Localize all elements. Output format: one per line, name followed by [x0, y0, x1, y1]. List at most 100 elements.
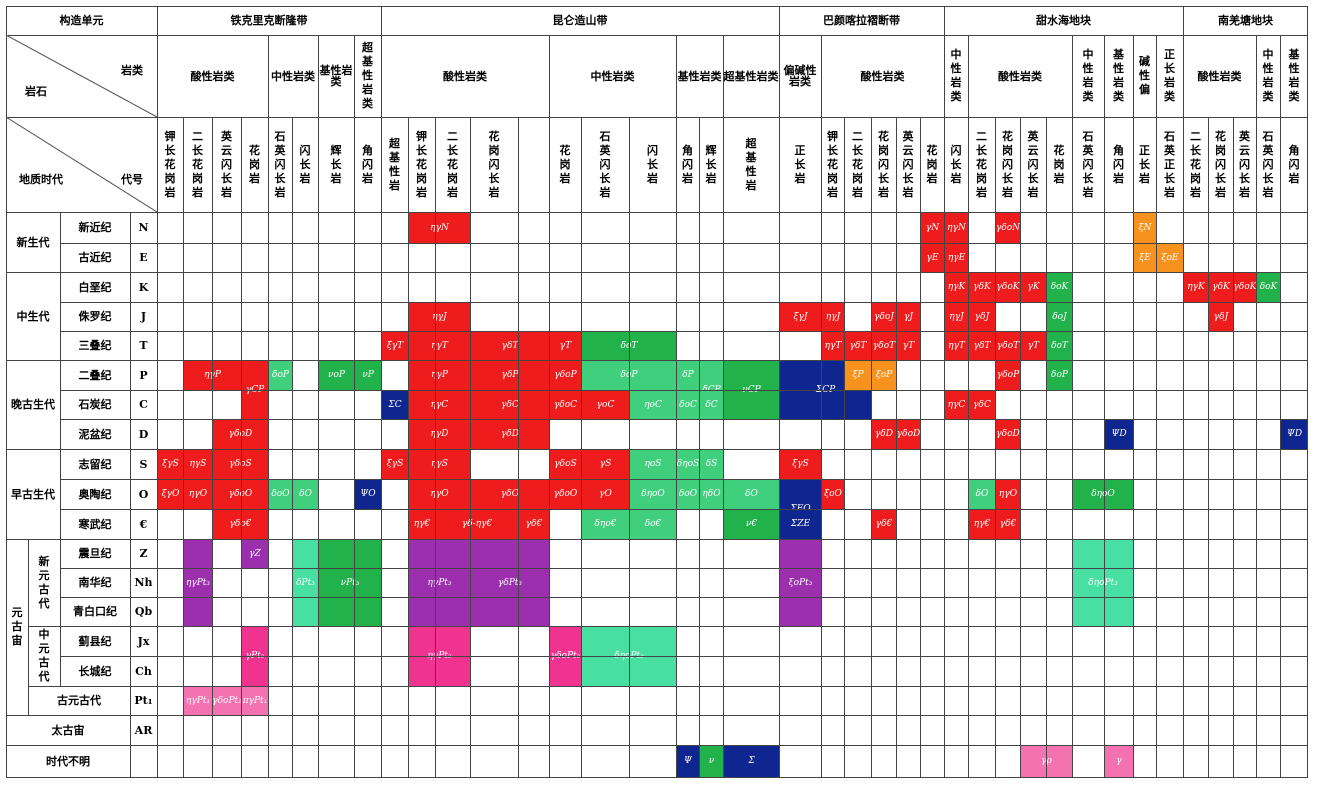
rock-class-header-char: 偏: [1139, 83, 1150, 96]
rock-name-header-char: 长: [976, 143, 987, 157]
rock-name-header-char: 岗: [559, 157, 571, 171]
rock-code: γT: [559, 340, 572, 351]
rock-table: ηγN γN γE ηγN γδoN ηγE ξN ξE ξoE ηγK γδK γδoK γK δoK η…: [6, 6, 1308, 778]
rock-code-block: ΨD: [1281, 420, 1308, 449]
rock-code: γδoD: [897, 429, 920, 439]
rock-name-header-char: 闪: [1288, 157, 1300, 171]
rock-class-header: 酸性岩类: [443, 69, 487, 83]
rock-name-header-char: 长: [416, 143, 427, 157]
period-label: 侏罗纪: [78, 310, 112, 323]
rock-code-block: ξγO: [158, 480, 183, 509]
rock-code: Ψ: [684, 756, 692, 766]
rock-code: γδoJ: [874, 311, 894, 322]
rock-name-header-char: 英: [1164, 143, 1175, 157]
rock-code: γJ: [904, 311, 913, 322]
rock-code: γδ€: [999, 519, 1017, 529]
rock-name-header-char: 长: [599, 171, 611, 185]
period-label: 志留纪: [78, 457, 112, 471]
rock-code-block: δO: [724, 480, 779, 509]
period-code: Nh: [134, 576, 153, 589]
period-code: Pt₁: [134, 694, 153, 707]
rock-code-block: ξoPt₃: [780, 540, 821, 626]
rock-code: γK: [1027, 282, 1040, 292]
rock-name-header-char: 长: [274, 171, 286, 185]
rock-name-header-char: 岩: [1139, 171, 1150, 185]
rock-code: γδoK: [1234, 282, 1256, 292]
grid-line: [629, 117, 630, 777]
rock-code: ηδO: [702, 489, 721, 499]
rock-class-header: 中性岩类: [944, 35, 968, 117]
era-label: 新生代: [16, 235, 50, 249]
grid-line: [699, 117, 700, 777]
rock-code-block: γδP: [471, 361, 549, 390]
rock-code: ξP: [852, 370, 864, 380]
rock-name-header-char: 岗: [926, 157, 938, 171]
rock-code-block: γδoD: [996, 420, 1020, 449]
period-label: 三叠纪: [78, 339, 112, 352]
rock-code-block: ηγE: [945, 244, 968, 272]
era-label-char: 元: [11, 606, 23, 619]
grid-line: [6, 449, 1308, 450]
grid-line: [6, 360, 1308, 361]
rock-name-header: 花岗岩: [241, 117, 268, 212]
rock-class-header: 碱性偏: [1133, 35, 1156, 117]
grid-line: [1307, 6, 1308, 777]
rock-name-header: 角闪岩: [354, 117, 381, 212]
rock-name-header: 闪长岩: [629, 117, 676, 212]
grid-line: [6, 35, 1308, 36]
rock-name-header-char: 云: [221, 143, 232, 157]
rock-name-header-char: 长: [827, 143, 838, 157]
rock-code-block: γO: [582, 480, 629, 509]
rock-class-header-char: 中: [1262, 48, 1274, 61]
period-code: T: [139, 339, 148, 352]
period-code: N: [138, 221, 149, 234]
rock-name-header: 二长花岗岩: [183, 117, 212, 212]
rock-name-header-char: 长: [1262, 171, 1274, 185]
rock-name-header-char: 闪: [488, 157, 500, 171]
rock-code: δO: [299, 489, 312, 499]
rock-code-block: Σ: [724, 746, 779, 777]
rock-class-header-char: 性: [1139, 69, 1150, 82]
rock-name-header-char: 花: [1002, 129, 1013, 143]
rock-code-block: ηγJ: [945, 303, 968, 331]
period-code: Ch: [135, 664, 152, 678]
rock-code: γδoT: [872, 340, 896, 351]
grid-line: [821, 35, 822, 777]
rock-class-header-char: 长: [1164, 62, 1175, 75]
rock-name-header-char: 长: [1190, 143, 1201, 157]
grid-line: [60, 479, 1308, 480]
rock-code-block: δPt₃: [293, 540, 318, 626]
rock-name-header: 花岗岩: [1046, 117, 1072, 212]
rock-code: Σ: [748, 756, 755, 766]
rock-code-block: δηoS: [677, 450, 699, 479]
era-label: 晚古生代: [11, 398, 55, 411]
rock-name-header: 花岗岩: [920, 117, 944, 212]
rock-name-header-char: 长: [705, 157, 717, 171]
belt-header: 巴颜喀拉褶断带: [823, 14, 900, 27]
rock-code-block: Ψ: [677, 746, 699, 777]
rock-code: ξoPt₃: [788, 577, 813, 588]
era-label-char: 古: [38, 656, 50, 669]
rock-code-block: δoJ: [1047, 303, 1072, 331]
rock-code-block: ν€: [724, 510, 779, 539]
grid-line: [995, 117, 996, 777]
rock-code: δoO: [271, 489, 290, 499]
period-label: 震旦纪: [78, 547, 112, 560]
rock-class-header-char: 岩: [1113, 76, 1124, 89]
rock-code: ξγO: [161, 489, 180, 499]
rock-class-header-char: 性: [1082, 62, 1094, 75]
rock-name-header-char: 超: [389, 136, 400, 150]
rock-code: δO: [975, 489, 989, 499]
grid-line: [549, 35, 550, 777]
rock-code-block: γδJ: [1209, 303, 1233, 331]
rock-class-header-char: 岩: [1164, 76, 1175, 89]
rock-name-header-char: 花: [559, 143, 571, 157]
rock-code-block: δO: [969, 480, 995, 509]
period-code: D: [138, 427, 149, 441]
rock-code: ηγE: [947, 252, 966, 263]
rock-name-header-char: 闪: [362, 157, 373, 171]
rock-name-header-char: 长: [1239, 171, 1250, 185]
rock-code: ηγN: [947, 222, 966, 233]
rock-name-header: 超基性岩: [381, 117, 408, 212]
rock-name-header-char: 闪: [1262, 157, 1274, 171]
